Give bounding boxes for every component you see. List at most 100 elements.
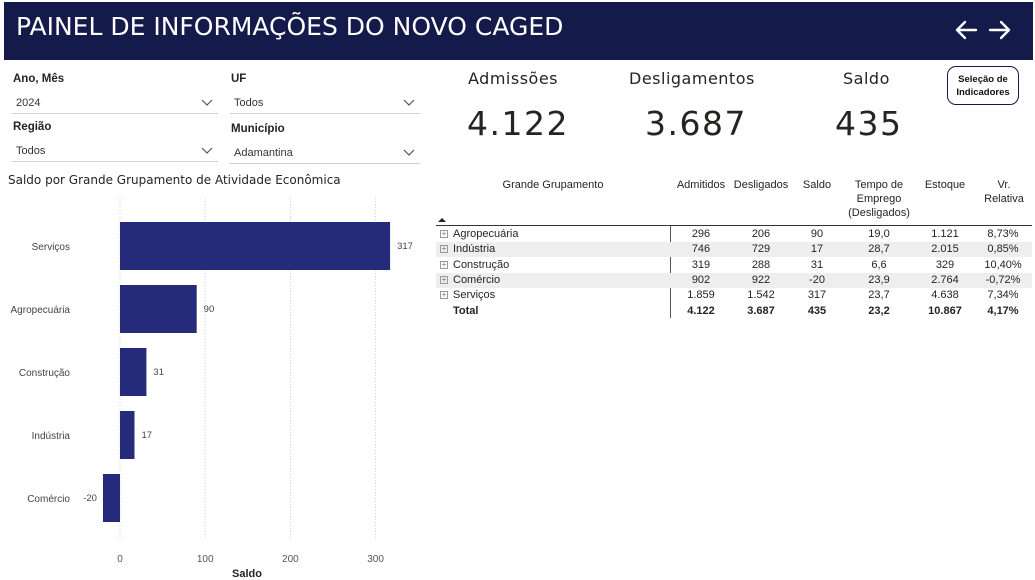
cell-desligados: 1.542	[747, 289, 775, 302]
cell-tempo: 23,9	[868, 273, 890, 286]
cell-estoque: 1.121	[931, 228, 959, 240]
col-header-desligados[interactable]: Desligados	[733, 179, 789, 191]
filter-label-ano-mes: Ano, Mês	[13, 73, 65, 85]
x-tick-label: 0	[117, 554, 123, 565]
data-label: -20	[83, 493, 97, 504]
expand-icon[interactable]: +	[440, 259, 448, 269]
filter-label-uf: UF	[231, 73, 247, 85]
cell-desligados: 206	[751, 228, 771, 240]
cell-estoque: 2.015	[931, 243, 959, 256]
arrow-left-icon[interactable]	[952, 16, 980, 44]
cell-tempo: 23,2	[868, 304, 890, 317]
category-label: Serviços	[32, 242, 70, 253]
cell-tempo: 23,7	[868, 289, 890, 302]
col-header-grupamento[interactable]: Grande Grupamento	[502, 179, 604, 191]
sort-ascending-icon[interactable]	[437, 216, 447, 224]
header-bar: PAINEL DE INFORMAÇÕES DO NOVO CAGED	[4, 2, 1033, 60]
table-row[interactable]: + Comércio 902 922 -20 23,9 2.764 -0,72%	[436, 272, 1032, 288]
bar	[120, 222, 391, 270]
grupamento-name: Construção	[453, 258, 510, 271]
cell-saldo: 435	[807, 304, 827, 317]
selecao-indicadores-line2: Indicadores	[956, 87, 1010, 98]
table-row[interactable]: + Construção 319 288 31 6,6 329 10,40%	[436, 258, 1032, 273]
cell-estoque: 10.867	[928, 304, 962, 317]
cell-saldo: -20	[809, 273, 825, 286]
expand-icon[interactable]: +	[440, 244, 448, 254]
chevron-down-icon	[201, 147, 213, 154]
cell-admitidos: 319	[691, 258, 711, 271]
expand-icon[interactable]: +	[440, 290, 448, 300]
cell-desligados: 922	[751, 273, 771, 286]
header-divider	[436, 225, 1032, 226]
table-row[interactable]: + Indústria 746 729 17 28,7 2.015 0,85%	[436, 242, 1032, 258]
kpi-value-desligamentos: 3.687	[645, 104, 747, 143]
cell-tempo: 6,6	[871, 258, 887, 271]
kpi-value-saldo: 435	[835, 104, 903, 143]
table-total-row: Total 4.122 3.687 435 23,2 10.867 4,17%	[436, 304, 1032, 319]
cell-saldo: 31	[810, 258, 824, 271]
category-label: Comércio	[27, 494, 70, 505]
cell-vr: 7,34%	[987, 289, 1019, 302]
chevron-down-icon	[403, 99, 415, 106]
cell-vr: 10,40%	[984, 258, 1022, 271]
cell-saldo: 317	[807, 289, 827, 302]
x-tick-label: 100	[197, 554, 214, 565]
grupamento-name: Total	[453, 304, 479, 317]
chevron-down-icon	[201, 99, 213, 106]
cell-tempo: 19,0	[868, 228, 890, 240]
col-header-admitidos[interactable]: Admitidos	[676, 179, 726, 191]
bar	[120, 411, 135, 459]
cell-admitidos: 746	[691, 243, 711, 256]
filter-label-municipio: Município	[231, 123, 285, 135]
grupamento-name: Comércio	[453, 273, 501, 286]
data-label: 31	[153, 367, 164, 378]
cell-desligados: 288	[751, 258, 771, 271]
selecao-indicadores-button[interactable]: Seleção de Indicadores	[947, 66, 1019, 105]
expand-icon[interactable]: +	[440, 229, 448, 238]
saldo-bar-chart: Serviços 317 Agropecuária 90 Construção 31 Ind…	[11, 198, 413, 580]
filter-label-regiao: Região	[13, 121, 52, 133]
chevron-down-icon	[403, 149, 415, 156]
x-tick-label: 200	[282, 554, 299, 565]
ano-mes-value: 2024	[16, 97, 41, 109]
regiao-dropdown[interactable]: Todos	[12, 140, 218, 162]
cell-desligados: 729	[751, 243, 771, 256]
table-row[interactable]: + Agropecuária 296 206 90 19,0 1.121 8,73%	[436, 227, 1032, 242]
kpi-label-admissoes: Admissões	[468, 69, 558, 88]
uf-value: Todos	[234, 97, 264, 109]
column-divider	[670, 226, 671, 318]
col-header-estoque[interactable]: Estoque	[924, 179, 966, 191]
cell-desligados: 3.687	[747, 304, 775, 317]
data-label: 17	[141, 430, 152, 441]
x-axis-title: Saldo	[232, 568, 262, 580]
ano-mes-dropdown[interactable]: 2024	[12, 92, 218, 114]
cell-tempo: 28,7	[868, 243, 890, 256]
col-header-tempo-line2: Emprego	[856, 193, 902, 205]
municipio-dropdown[interactable]: Adamantina	[230, 142, 420, 164]
category-label: Agropecuária	[11, 305, 71, 316]
bar	[102, 474, 120, 522]
expand-icon[interactable]: +	[440, 274, 448, 284]
selecao-indicadores-line1: Seleção de	[958, 74, 1008, 85]
page-title: PAINEL DE INFORMAÇÕES DO NOVO CAGED	[16, 12, 564, 41]
kpi-label-desligamentos: Desligamentos	[629, 69, 755, 88]
cell-estoque: 329	[935, 258, 955, 271]
municipio-value: Adamantina	[234, 147, 293, 159]
cell-admitidos: 4.122	[687, 304, 715, 317]
col-header-tempo-emprego[interactable]: Tempo de Emprego (Desligados)	[843, 178, 915, 220]
cell-admitidos: 296	[691, 228, 711, 240]
regiao-value: Todos	[16, 145, 46, 157]
col-header-vr-relativa[interactable]: Vr. Relativa	[978, 178, 1030, 206]
cell-vr: 4,17%	[987, 304, 1019, 317]
bar	[120, 348, 147, 396]
arrow-right-icon[interactable]	[986, 16, 1014, 44]
cell-vr: 8,73%	[987, 228, 1019, 240]
cell-saldo: 17	[810, 243, 824, 256]
col-header-tempo-line3: (Desligados)	[848, 207, 910, 219]
bar	[120, 285, 197, 333]
table-row[interactable]: + Serviços 1.859 1.542 317 23,7 4.638 7,34%	[436, 288, 1032, 303]
col-header-saldo[interactable]: Saldo	[802, 179, 832, 191]
cell-saldo: 90	[810, 228, 824, 240]
uf-dropdown[interactable]: Todos	[230, 92, 420, 114]
